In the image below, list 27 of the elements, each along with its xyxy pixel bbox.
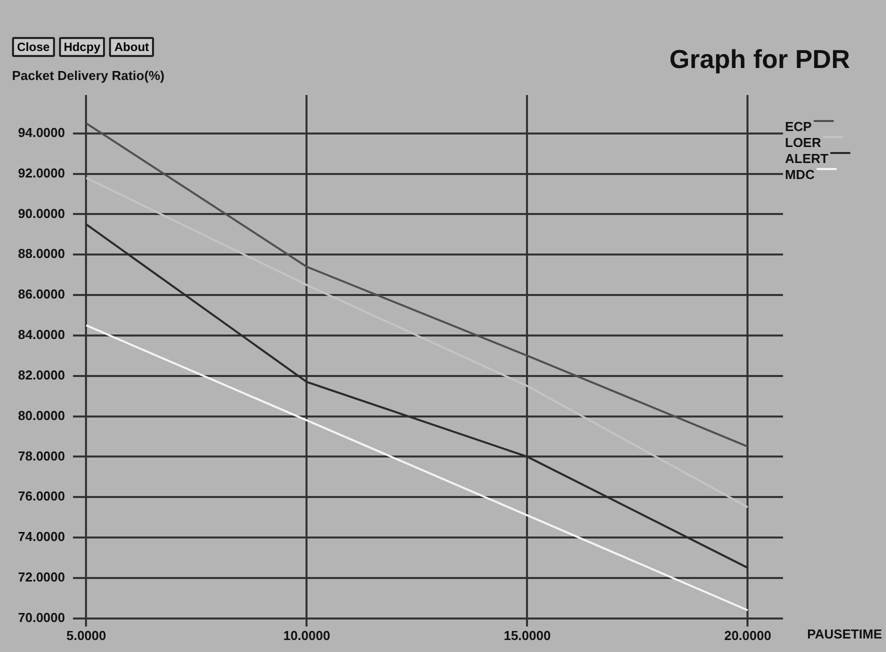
y-tick-label: 78.0000	[18, 448, 65, 464]
x-tick-label: 15.0000	[504, 628, 551, 643]
y-tick-label: 72.0000	[18, 569, 65, 584]
legend-label: MDC	[785, 167, 816, 182]
y-axis-title: Packet Delivery Ratio(%)	[12, 68, 164, 83]
legend-label: ECP	[785, 119, 812, 134]
y-tick-label: 90.0000	[18, 206, 65, 221]
y-tick-label: 70.0000	[18, 610, 65, 625]
legend-label: ALERT	[785, 151, 828, 166]
y-tick-label: 82.0000	[18, 367, 65, 382]
y-tick-label: 94.0000	[18, 124, 65, 140]
text: Close	[12, 37, 55, 57]
x-tick-label: 5.0000	[66, 628, 106, 643]
y-tick-label: 80.0000	[18, 408, 65, 423]
y-tick-label: 84.0000	[18, 327, 65, 342]
x-tick-label: 20.0000	[724, 628, 772, 643]
y-tick-label: 76.0000	[18, 488, 65, 504]
x-tick-label: 10.0000	[283, 628, 330, 643]
text: Hdcpy	[58, 37, 106, 57]
y-tick-label: 88.0000	[18, 246, 65, 262]
y-tick-label: 74.0000	[18, 529, 65, 544]
x-axis-title: PAUSETIME	[807, 626, 882, 642]
chart-title: Graph for PDR	[669, 44, 850, 74]
text: About	[109, 37, 154, 57]
legend-label: LOER	[785, 135, 822, 150]
y-tick-label: 86.0000	[18, 286, 65, 302]
y-tick-label: 92.0000	[18, 165, 65, 180]
